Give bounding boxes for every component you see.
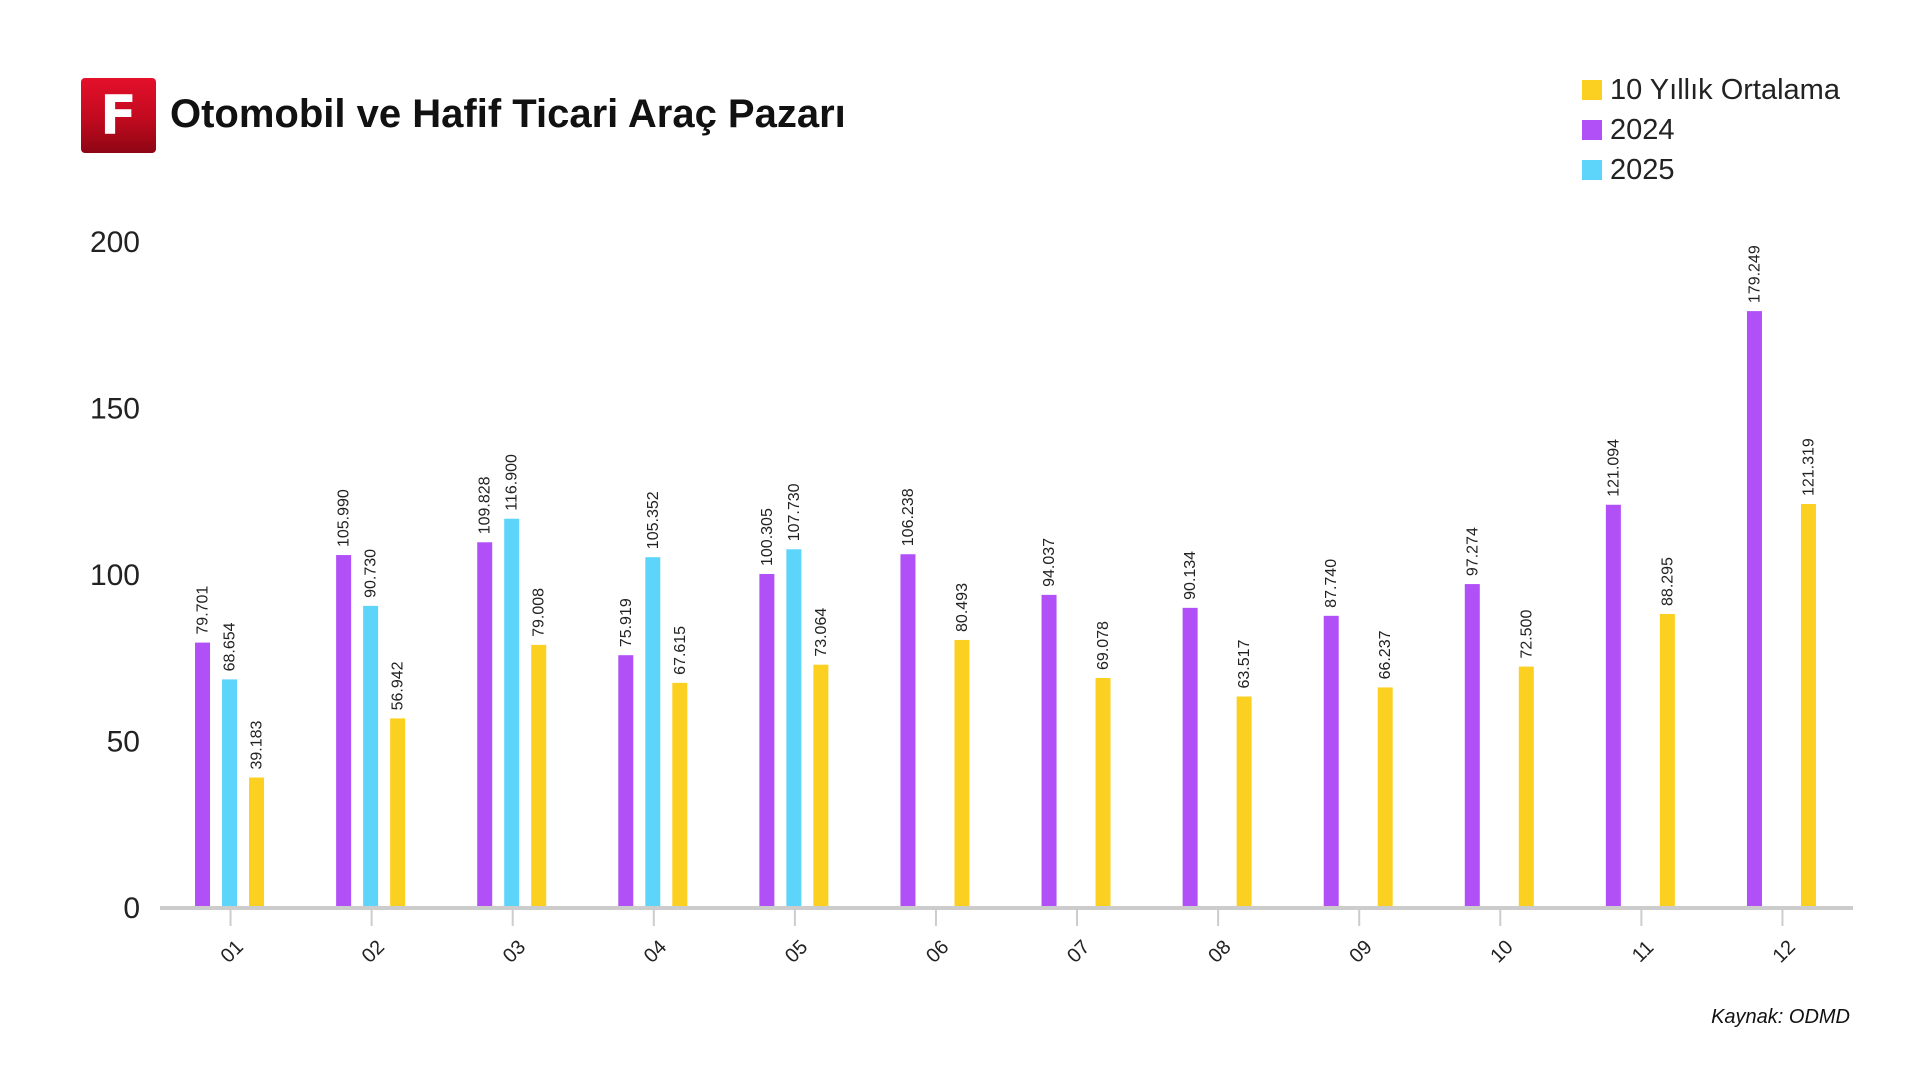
data-label-10-yillik-ortalama-07: 69.078 (1095, 621, 1112, 670)
data-label-10-yillik-ortalama-08: 63.517 (1236, 639, 1253, 688)
data-label-2025-05: 107.730 (786, 483, 803, 541)
bar-10-yillik-ortalama-04 (672, 682, 688, 908)
data-label-10-yillik-ortalama-06: 80.493 (954, 583, 971, 632)
x-tick-label: 10 (1486, 936, 1517, 967)
bar-10-yillik-ortalama-10 (1518, 666, 1534, 908)
data-label-2025-04: 105.352 (645, 491, 662, 549)
x-tick-label: 05 (781, 936, 812, 967)
bar-2025-02 (363, 605, 379, 908)
bar-10-yillik-ortalama-02 (390, 718, 406, 908)
data-label-2024-12: 179.249 (1746, 245, 1763, 303)
data-label-2024-05: 100.305 (759, 508, 776, 566)
data-label-2025-02: 90.730 (363, 549, 380, 598)
legend-label-2024: 2024 (1610, 113, 1675, 146)
bar-2024-11 (1605, 504, 1621, 908)
bar-2024-04 (618, 655, 634, 908)
data-label-2024-07: 94.037 (1041, 538, 1058, 587)
x-tick-label: 08 (1204, 936, 1235, 967)
data-label-10-yillik-ortalama-02: 56.942 (390, 661, 407, 710)
y-tick-label: 200 (90, 226, 140, 259)
legend-swatch-average (1582, 80, 1602, 100)
data-label-10-yillik-ortalama-01: 39.183 (249, 720, 266, 769)
y-tick-label: 50 (107, 726, 140, 759)
logo-letter: F (100, 84, 137, 147)
x-tick-label: 04 (640, 936, 671, 967)
legend-label-2025: 2025 (1610, 153, 1675, 186)
data-label-2024-11: 121.094 (1605, 439, 1622, 497)
legend: 10 Yıllık Ortalama 2024 2025 (1582, 70, 1840, 190)
source-note: Kaynak: ODMD (1711, 1006, 1850, 1028)
data-label-10-yillik-ortalama-09: 66.237 (1377, 630, 1394, 679)
bar-10-yillik-ortalama-01 (249, 777, 265, 908)
y-tick-label: 0 (123, 892, 140, 925)
bar-10-yillik-ortalama-06 (954, 639, 970, 908)
bar-2024-09 (1323, 615, 1339, 908)
bar-2024-06 (900, 554, 916, 908)
bar-2024-05 (759, 573, 775, 908)
y-tick-label: 150 (90, 393, 140, 426)
bar-2024-03 (477, 542, 493, 908)
data-label-10-yillik-ortalama-11: 88.295 (1659, 557, 1676, 606)
data-label-group: 79.701 68.654 39.183 105.990 90.730 56.942 109… (195, 245, 1818, 769)
x-tick-label: 02 (358, 936, 389, 967)
legend-label-average: 10 Yıllık Ortalama (1610, 73, 1840, 106)
legend-item-average: 10 Yıllık Ortalama (1582, 70, 1840, 110)
data-label-2024-08: 90.134 (1182, 551, 1199, 600)
bar-2025-05 (786, 549, 802, 908)
bar-10-yillik-ortalama-08 (1236, 696, 1252, 908)
x-tick-label: 06 (922, 936, 953, 967)
x-axis: 01 02 03 04 05 06 07 08 09 10 11 12 (160, 906, 1853, 967)
x-tick-label: 09 (1345, 936, 1376, 967)
bar-2024-01 (195, 642, 211, 908)
data-label-2024-01: 79.701 (195, 586, 212, 635)
bar-10-yillik-ortalama-12 (1800, 504, 1816, 908)
data-label-10-yillik-ortalama-03: 79.008 (531, 588, 548, 637)
bar-2024-08 (1182, 607, 1198, 908)
data-label-10-yillik-ortalama-04: 67.615 (672, 626, 689, 675)
legend-item-2025: 2025 (1582, 150, 1840, 190)
x-tick-label: 01 (217, 936, 248, 967)
y-tick-label: 100 (90, 559, 140, 592)
data-label-2024-06: 106.238 (900, 488, 917, 546)
data-label-2025-03: 116.900 (504, 454, 521, 511)
bar-2025-04 (645, 557, 661, 908)
data-label-10-yillik-ortalama-10: 72.500 (1518, 610, 1535, 659)
bar-2024-12 (1746, 311, 1762, 908)
data-label-2025-01: 68.654 (222, 622, 239, 671)
data-label-10-yillik-ortalama-05: 73.064 (813, 608, 830, 657)
bar-2024-07 (1041, 594, 1057, 908)
legend-swatch-2025 (1582, 160, 1602, 180)
data-label-2024-04: 75.919 (618, 598, 635, 647)
legend-item-2024: 2024 (1582, 110, 1840, 150)
bar-2024-10 (1464, 584, 1480, 908)
bar-group (195, 311, 1816, 908)
bar-10-yillik-ortalama-09 (1377, 687, 1393, 908)
x-tick-label: 11 (1628, 937, 1658, 967)
data-label-2024-02: 105.990 (336, 489, 353, 547)
data-label-2024-03: 109.828 (477, 476, 494, 534)
data-label-2024-10: 97.274 (1464, 527, 1481, 576)
legend-swatch-2024 (1582, 120, 1602, 140)
bar-10-yillik-ortalama-03 (531, 644, 547, 908)
brand-logo: F (81, 78, 156, 153)
bar-2025-03 (504, 518, 520, 908)
x-tick-label: 07 (1063, 936, 1094, 967)
bar-2025-01 (222, 679, 238, 908)
bar-10-yillik-ortalama-05 (813, 664, 829, 908)
data-label-2024-09: 87.740 (1323, 559, 1340, 608)
bar-2024-02 (336, 555, 352, 908)
bar-10-yillik-ortalama-11 (1659, 613, 1675, 908)
bar-10-yillik-ortalama-07 (1095, 677, 1111, 908)
data-label-10-yillik-ortalama-12: 121.319 (1800, 438, 1817, 496)
x-tick-label: 03 (499, 936, 530, 967)
chart-title: Otomobil ve Hafif Ticari Araç Pazarı (170, 92, 846, 136)
x-tick-label: 12 (1769, 936, 1800, 967)
y-axis-ticks: 0 50 100 150 200 (90, 226, 140, 925)
